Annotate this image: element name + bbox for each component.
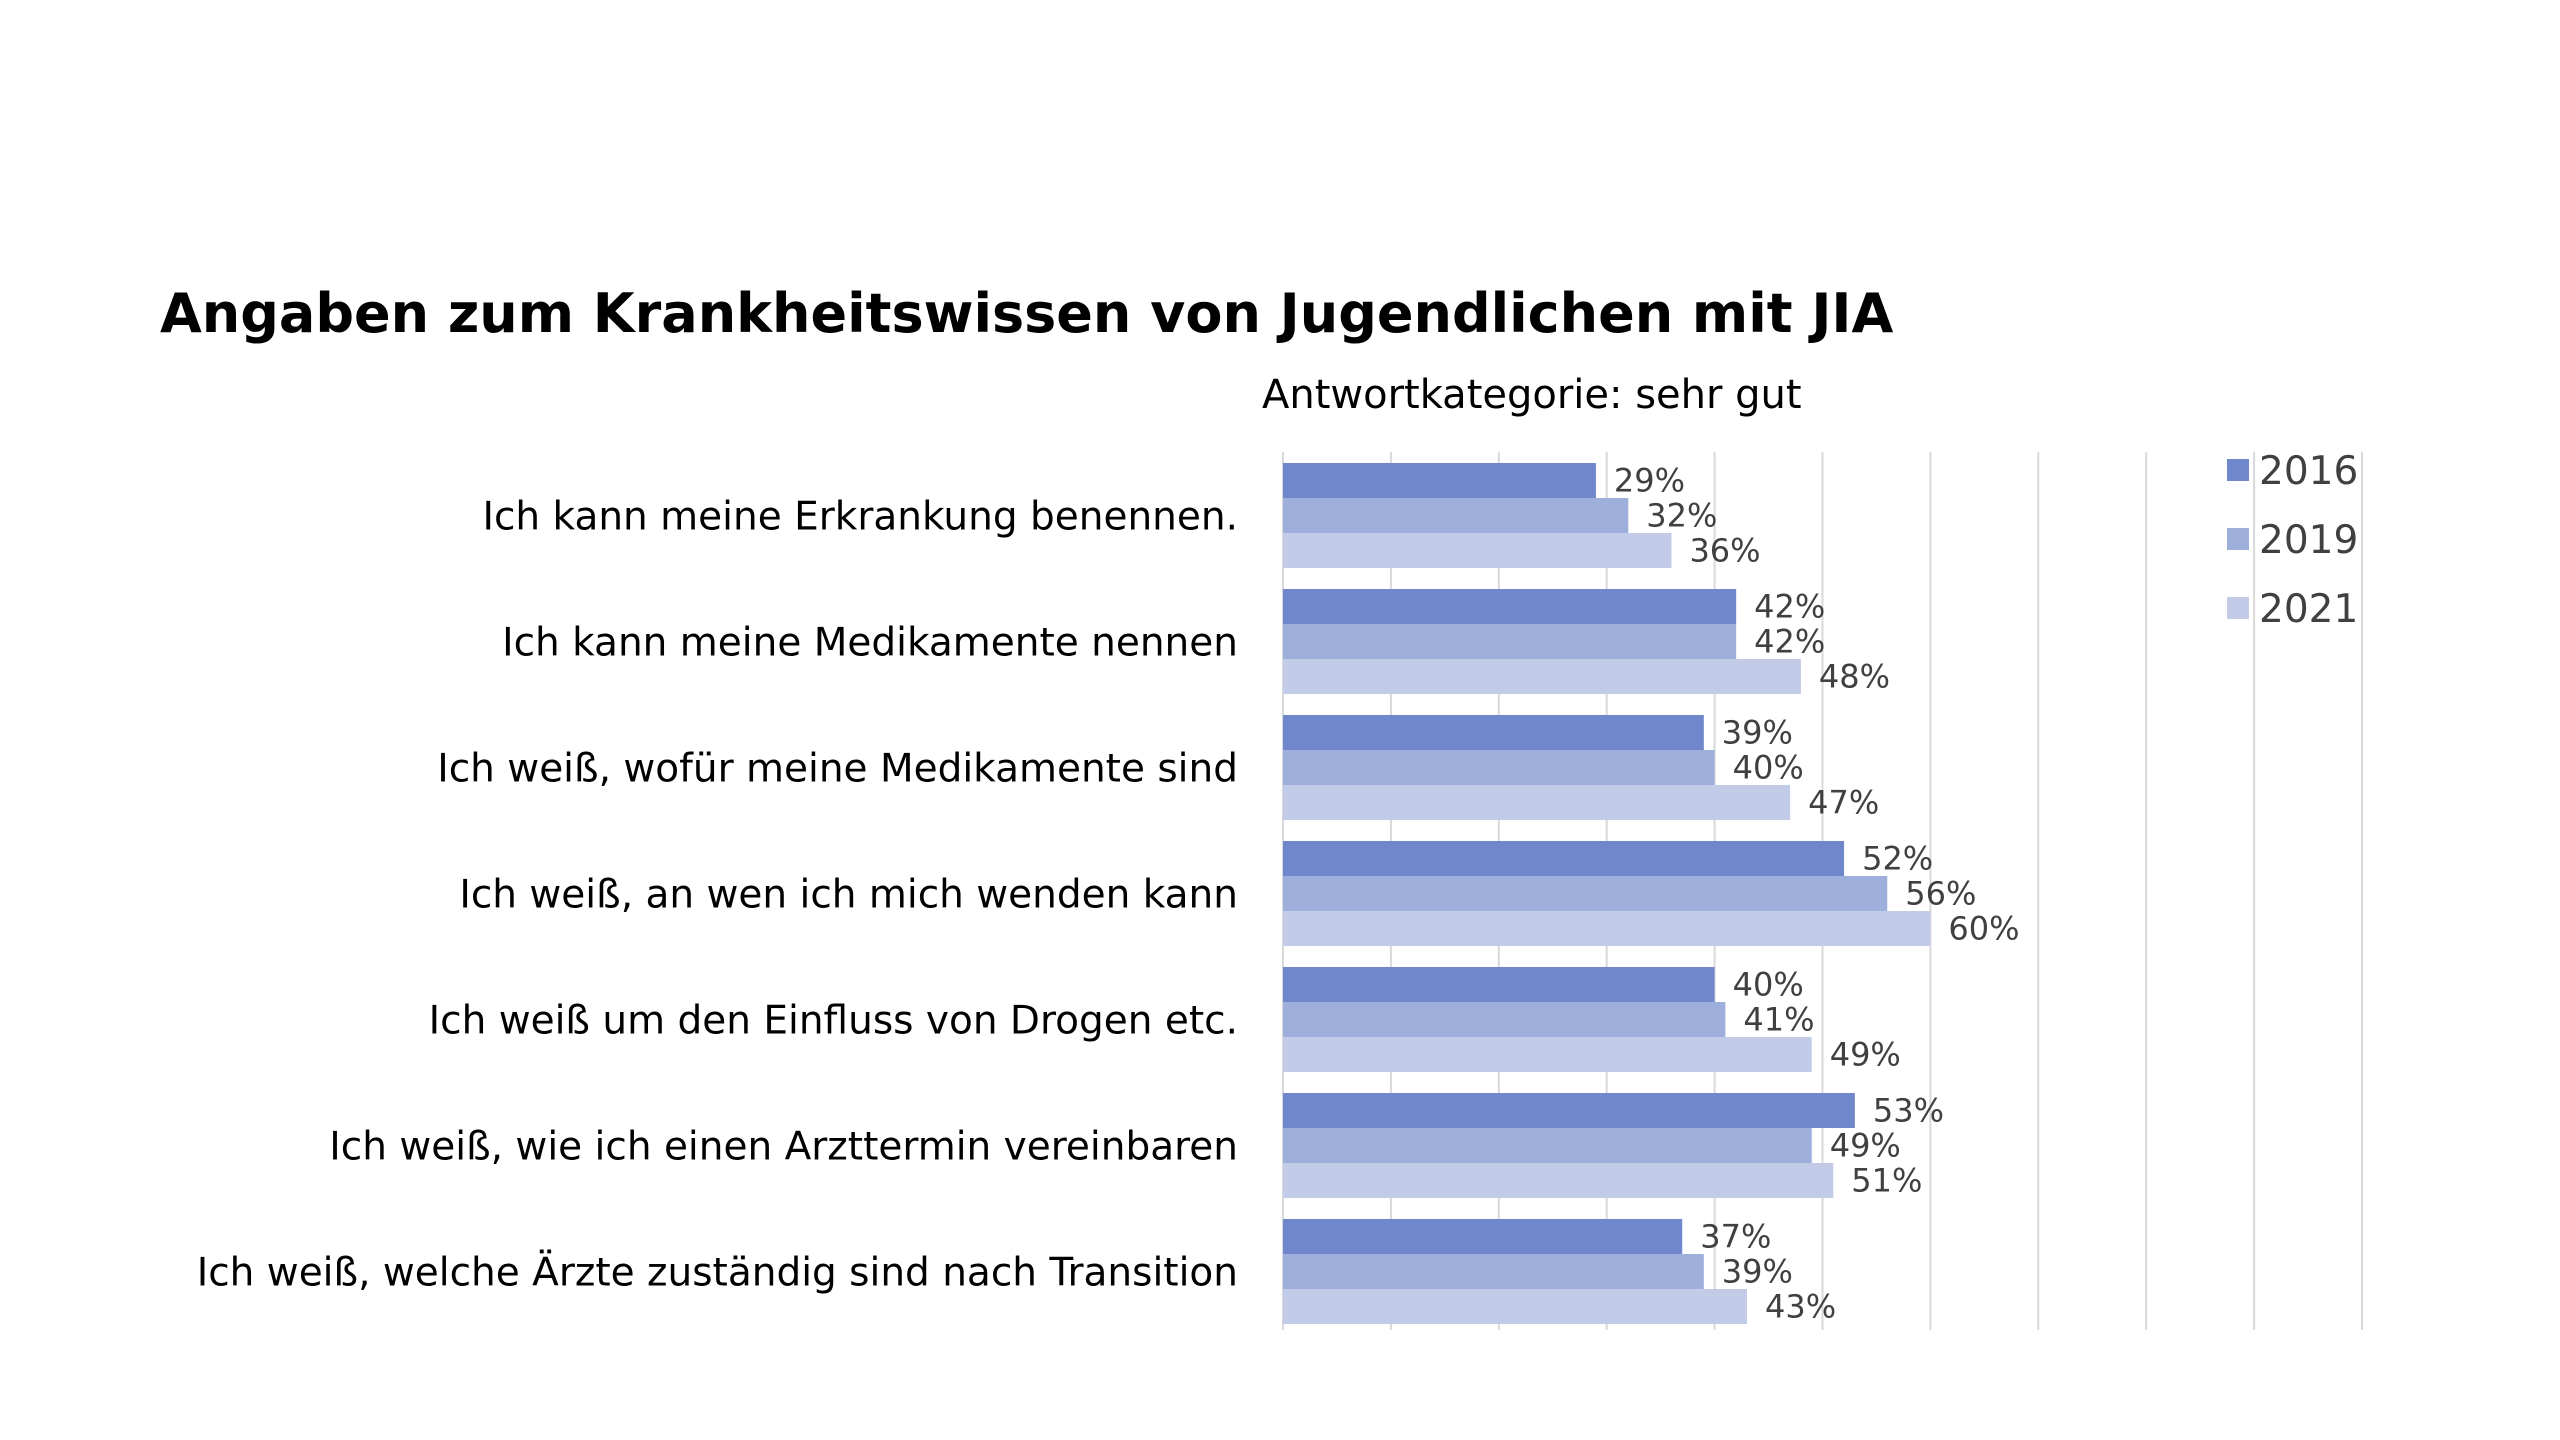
data-label: 39%: [1722, 714, 1793, 752]
legend-swatch: [2227, 459, 2249, 481]
legend-label: 2021: [2259, 587, 2358, 632]
data-label: 52%: [1862, 840, 1933, 878]
bar: [1283, 463, 1596, 498]
data-label: 42%: [1754, 623, 1825, 661]
bar: [1283, 1093, 1855, 1128]
bar: [1283, 589, 1737, 624]
legend-swatch: [2227, 597, 2249, 619]
bar: [1283, 1037, 1812, 1072]
data-label: 41%: [1743, 1001, 1814, 1039]
legend-label: 2016: [2259, 449, 2358, 494]
category-label: Ich weiß, wofür meine Medikamente sind: [437, 747, 1238, 792]
bar: [1283, 1289, 1747, 1324]
category-label: Ich kann meine Medikamente nennen: [502, 621, 1238, 666]
bar: [1283, 1163, 1834, 1198]
category-label: Ich weiß um den Einfluss von Drogen etc.: [429, 999, 1238, 1044]
bar: [1283, 1254, 1704, 1289]
data-label: 48%: [1819, 658, 1890, 696]
data-label: 47%: [1808, 784, 1879, 822]
data-label: 53%: [1873, 1092, 1944, 1130]
category-label: Ich kann meine Erkrankung benennen.: [482, 495, 1238, 540]
bar: [1283, 911, 1931, 946]
legend-swatch: [2227, 528, 2249, 550]
data-label: 60%: [1948, 910, 2019, 948]
chart-subtitle: Antwortkategorie: sehr gut: [1262, 372, 1802, 418]
data-label: 29%: [1614, 462, 1685, 500]
legend-label: 2019: [2259, 518, 2358, 563]
category-label: Ich weiß, welche Ärzte zuständig sind na…: [197, 1250, 1238, 1296]
bar: [1283, 785, 1791, 820]
data-label: 40%: [1733, 966, 1804, 1004]
bar: [1283, 533, 1672, 568]
data-label: 42%: [1754, 588, 1825, 626]
bar: [1283, 1219, 1683, 1254]
bar: [1283, 715, 1704, 750]
data-label: 32%: [1646, 497, 1717, 535]
category-label: Ich weiß, an wen ich mich wenden kann: [459, 873, 1238, 918]
data-label: 49%: [1830, 1127, 1901, 1165]
data-label: 40%: [1733, 749, 1804, 787]
bar: [1283, 624, 1737, 659]
bar: [1283, 967, 1715, 1002]
bar: [1283, 1128, 1812, 1163]
data-label: 43%: [1765, 1288, 1836, 1326]
category-label: Ich weiß, wie ich einen Arzttermin verei…: [329, 1125, 1238, 1170]
data-label: 39%: [1722, 1253, 1793, 1291]
data-label: 49%: [1830, 1036, 1901, 1074]
data-label: 51%: [1851, 1162, 1922, 1200]
data-label: 56%: [1905, 875, 1976, 913]
bar: [1283, 841, 1845, 876]
data-label: 37%: [1700, 1218, 1771, 1256]
bar: [1283, 876, 1888, 911]
chart-title: Angaben zum Krankheitswissen von Jugendl…: [160, 282, 1894, 345]
bar: [1283, 1002, 1726, 1037]
bar: [1283, 750, 1715, 785]
bar: [1283, 659, 1801, 694]
data-label: 36%: [1689, 532, 1760, 570]
bar: [1283, 498, 1629, 533]
